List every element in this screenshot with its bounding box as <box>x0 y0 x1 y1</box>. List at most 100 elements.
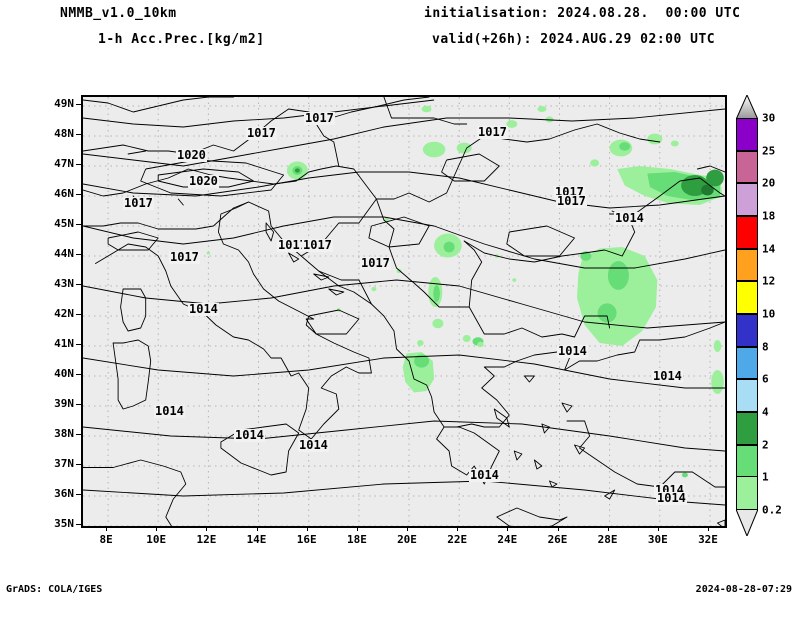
lon-tick <box>106 526 108 531</box>
isobar-label: 1017 <box>123 196 154 210</box>
lat-tick <box>76 374 81 375</box>
lat-tick-label: 42N <box>54 307 74 320</box>
lon-tick <box>306 526 308 531</box>
lat-tick-label: 43N <box>54 277 74 290</box>
lon-tick <box>457 526 459 531</box>
colorbar-tick-label: 2 <box>762 438 769 452</box>
isobar-label: 1020 <box>176 148 207 162</box>
lat-tick <box>76 284 81 285</box>
colorbar-segment[interactable] <box>736 412 758 445</box>
lat-tick <box>76 254 81 255</box>
colorbar-segment[interactable] <box>736 379 758 412</box>
colorbar-segment[interactable] <box>736 444 758 478</box>
colorbar-segment[interactable] <box>736 346 758 380</box>
lat-tick <box>76 404 81 405</box>
colorbar-segment[interactable] <box>736 216 758 249</box>
isobar-label: 1017 <box>246 126 277 140</box>
lat-tick <box>76 344 81 345</box>
colorbar-segment[interactable] <box>736 183 758 216</box>
lat-tick <box>76 224 81 225</box>
colorbar-tick-label: 4 <box>762 405 769 419</box>
lon-tick <box>657 526 659 531</box>
isobar-label: 1017 <box>304 111 335 125</box>
lon-tick-label: 30E <box>647 533 668 546</box>
isobar-label: 1017 <box>277 238 308 252</box>
isobar-label: 1014 <box>234 428 265 442</box>
lat-tick-label: 38N <box>54 427 74 440</box>
colorbar-tick-label: 1 <box>762 470 769 484</box>
lat-tick <box>76 494 81 495</box>
colorbar-segment[interactable] <box>736 477 758 510</box>
lon-tick-label: 24E <box>497 533 518 546</box>
lat-tick <box>76 134 81 135</box>
colorbar-segment[interactable] <box>736 281 758 314</box>
colorbar-segment[interactable] <box>736 314 758 347</box>
lat-tick <box>76 194 81 195</box>
valid-time: valid(+26h): 2024.AUG.29 02:00 UTC <box>432 32 716 47</box>
lat-tick <box>76 314 81 315</box>
colorbar-underflow-cap <box>736 510 758 536</box>
field-title: 1-h Acc.Prec.[kg/m2] <box>98 32 265 47</box>
footer-timestamp: 2024-08-28-07:29 <box>695 584 792 595</box>
lat-tick-label: 46N <box>54 187 74 200</box>
isobar-label: 1014 <box>656 491 687 505</box>
lat-tick <box>76 164 81 165</box>
colorbar-segment[interactable] <box>736 118 758 151</box>
colorbar-tick-label: 20 <box>762 176 776 190</box>
isobar-label: 1017 <box>477 125 508 139</box>
lat-tick-label: 48N <box>54 127 74 140</box>
colorbar-overflow-cap <box>736 95 758 119</box>
lon-tick-label: 18E <box>346 533 367 546</box>
isobar-label: 1014 <box>557 344 588 358</box>
lat-tick <box>76 524 81 525</box>
lon-tick-label: 10E <box>146 533 167 546</box>
colorbar-tick-label: 8 <box>762 340 769 354</box>
lat-tick-label: 40N <box>54 367 74 380</box>
lon-tick-label: 16E <box>296 533 317 546</box>
lat-tick-label: 37N <box>54 457 74 470</box>
lon-tick <box>407 526 408 531</box>
model-title: NMMB_v1.0_10km <box>60 6 177 21</box>
lon-tick <box>557 526 559 531</box>
isobar-label: 1017 <box>556 194 587 208</box>
lon-tick-label: 12E <box>196 533 217 546</box>
isobar-label: 1017 <box>302 238 333 252</box>
lon-tick <box>256 526 258 531</box>
colorbar-tick-label: 6 <box>762 372 769 386</box>
lon-tick-label: 14E <box>246 533 267 546</box>
colorbar-tick-label: 18 <box>762 209 776 223</box>
lon-tick <box>708 526 709 531</box>
lon-tick-label: 32E <box>698 533 718 546</box>
lon-tick-label: 8E <box>99 533 113 546</box>
colorbar-tick-label: 25 <box>762 144 776 158</box>
isobar-label: 1014 <box>188 302 219 316</box>
colorbar-tick-label: 30 <box>762 111 776 125</box>
lat-tick-label: 35N <box>54 517 74 530</box>
isobar-label: 1014 <box>614 211 645 225</box>
colorbar-segment[interactable] <box>736 150 758 184</box>
lon-tick <box>206 526 208 531</box>
initialisation-time: initialisation: 2024.08.28. 00:00 UTC <box>424 6 741 21</box>
lon-tick-label: 26E <box>547 533 568 546</box>
weather-map[interactable]: 1017 1017 1017 1020 1020 1017 1017 1017 1014 1017… <box>81 95 727 528</box>
isobar-label: 1017 <box>169 250 200 264</box>
lon-tick <box>356 526 358 531</box>
lat-tick-label: 49N <box>54 97 74 110</box>
lat-tick-label: 45N <box>54 217 74 230</box>
lon-tick <box>607 526 609 531</box>
lat-tick-label: 47N <box>54 157 74 170</box>
lon-tick <box>507 526 509 531</box>
lat-tick <box>76 464 81 465</box>
lat-tick-label: 39N <box>54 397 74 410</box>
isobar-label: 1017 <box>360 256 391 270</box>
lat-tick-label: 44N <box>54 247 74 260</box>
colorbar[interactable] <box>736 118 758 510</box>
colorbar-tick-label: 12 <box>762 274 776 288</box>
lat-tick <box>76 104 81 105</box>
colorbar-segment[interactable] <box>736 248 758 282</box>
lon-tick-label: 28E <box>597 533 618 546</box>
isobar-label: 1014 <box>298 438 329 452</box>
footer-credit: GrADS: COLA/IGES <box>6 584 103 595</box>
isobar-label: 1014 <box>469 468 500 482</box>
lat-tick-label: 36N <box>54 487 74 500</box>
